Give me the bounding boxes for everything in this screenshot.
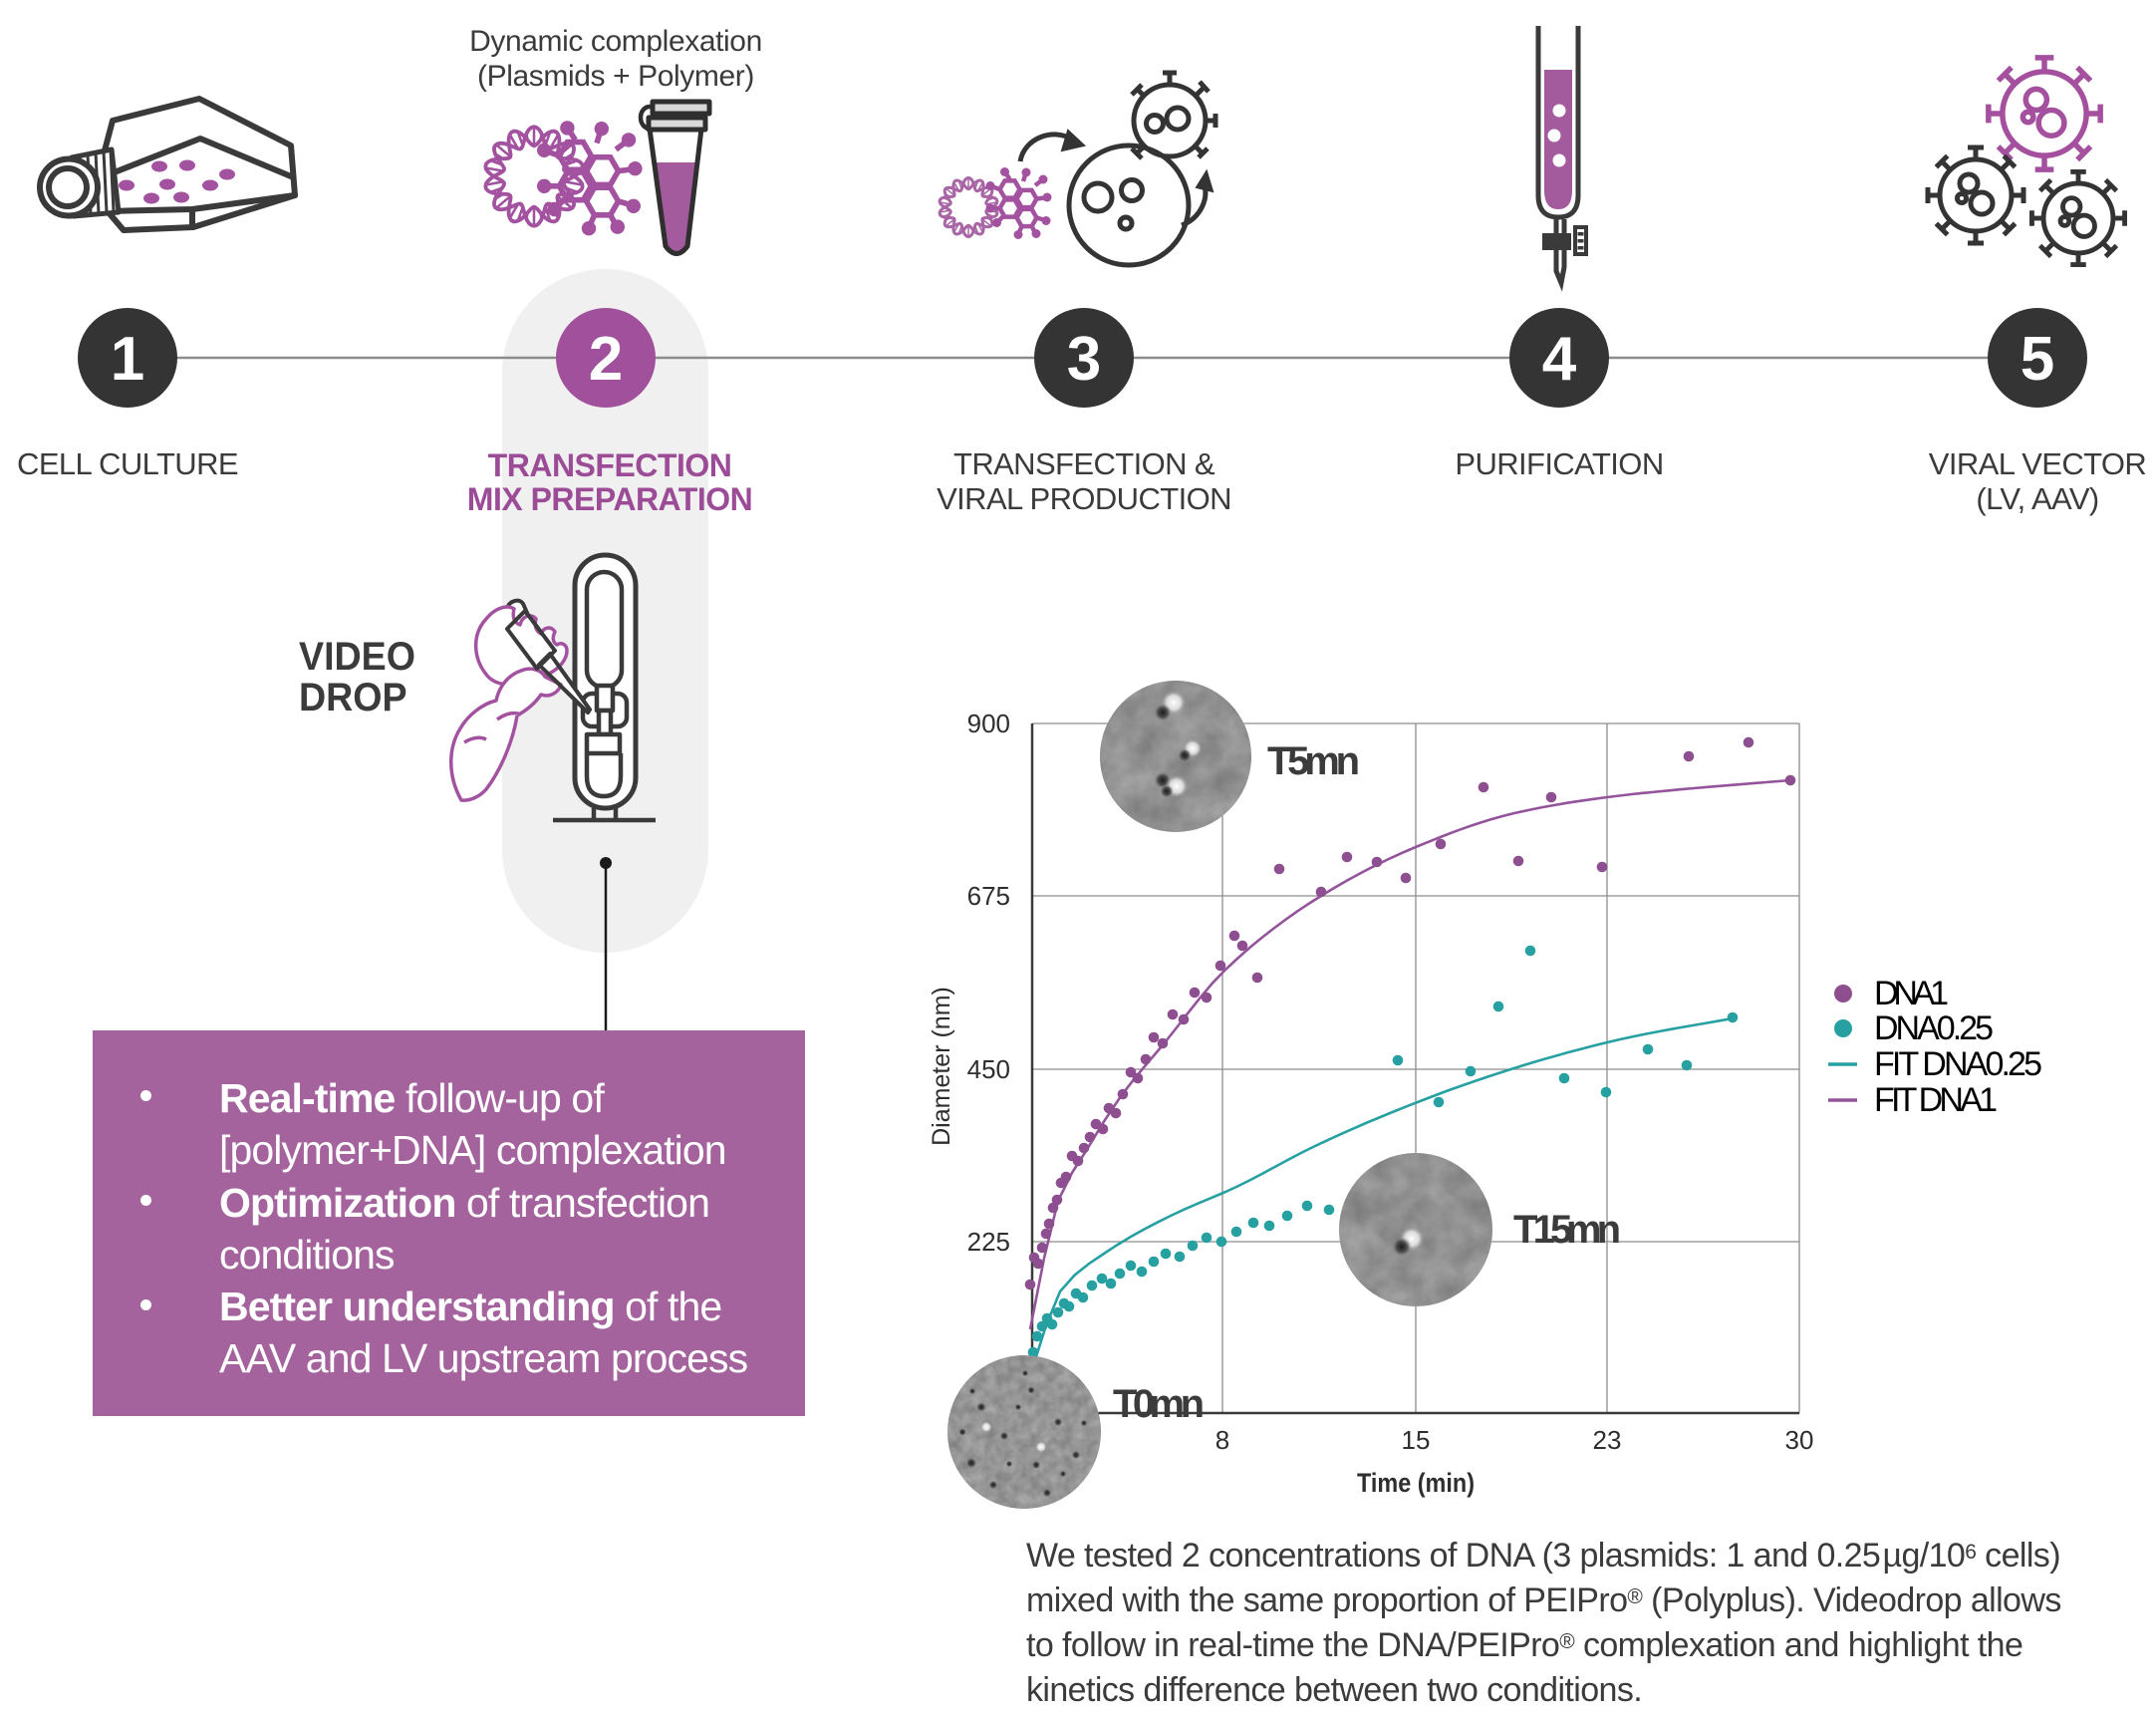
svg-text:T15 mn: T15 mn bbox=[1513, 1208, 1621, 1252]
svg-text:DNA1: DNA1 bbox=[1874, 975, 1949, 1012]
svg-text:23: 23 bbox=[1593, 1425, 1622, 1455]
svg-text:Diameter (nm): Diameter (nm) bbox=[928, 987, 955, 1146]
svg-text:3: 3 bbox=[1067, 325, 1101, 394]
svg-text:FIT DNA1: FIT DNA1 bbox=[1874, 1081, 1998, 1119]
svg-text:2: 2 bbox=[589, 325, 623, 394]
svg-text:4: 4 bbox=[1542, 325, 1577, 394]
svg-text:Time (min): Time (min) bbox=[1357, 1468, 1475, 1498]
svg-text:30: 30 bbox=[1785, 1425, 1814, 1455]
svg-text:5: 5 bbox=[2021, 325, 2054, 394]
svg-text:1: 1 bbox=[111, 325, 144, 394]
svg-text:450: 450 bbox=[967, 1054, 1010, 1084]
svg-text:225: 225 bbox=[967, 1227, 1010, 1257]
svg-text:DNA0.25: DNA0.25 bbox=[1874, 1009, 1994, 1047]
svg-text:T5 mn: T5 mn bbox=[1267, 739, 1360, 783]
svg-text:900: 900 bbox=[967, 709, 1010, 738]
svg-text:15: 15 bbox=[1402, 1425, 1431, 1455]
svg-text:8: 8 bbox=[1215, 1425, 1229, 1455]
svg-text:T0 mn: T0 mn bbox=[1113, 1382, 1205, 1426]
svg-text:675: 675 bbox=[967, 881, 1010, 911]
svg-text:FIT DNA0.25: FIT DNA0.25 bbox=[1874, 1045, 2042, 1083]
